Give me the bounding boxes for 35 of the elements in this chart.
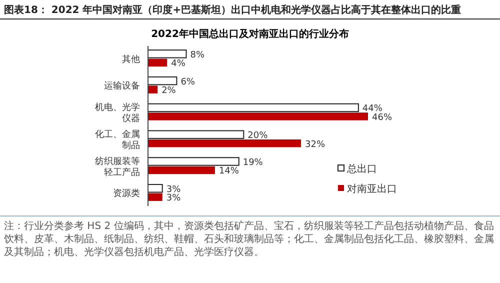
data-label: 44% [362,104,383,114]
bar [148,130,244,139]
legend-label: 总出口 [346,163,377,175]
bar [148,193,162,201]
bar [148,50,187,58]
bar [148,58,168,67]
y-tick-label: 纺织服装等轻工产品 [95,156,140,178]
data-label: 4% [171,59,186,70]
y-tick-label: 资源类 [113,188,140,200]
bar [148,76,178,86]
y-tick-label: 其他 [122,54,140,65]
data-label: 32% [305,140,326,150]
data-label: 3% [166,184,182,195]
data-label: 14% [218,166,240,177]
bar [148,184,163,193]
chart-subtitle: 2022年中国总出口及对南亚出口的行业分布 [151,28,349,40]
text: 注：行业分类参考 HS 2 位编码，其中，资源类包括矿产品、宝石，纺织服装等轻工产品包括动植物产品、食品饮料、皮革、木制品、纸制品、纺织、鞋帽、石头和玻璃制品等；化工、金属制品包括化工品、橡胶塑料、金属及其制品；机电、光学仪器包括机电产品、光学医疗仪器。 [3,220,494,258]
data-label: 8% [190,50,205,60]
bar [148,86,158,94]
data-label: 20% [248,131,268,142]
bar [148,157,240,166]
chart-title: 图表18： 2022 年中国对南亚（印度+巴基斯坦）出口中机电和光学仪器占比高于其在整体出口的比重 [4,4,462,16]
y-tick-label: 化工、金属制品 [95,128,140,151]
bar [148,112,368,120]
bar [148,139,302,148]
y-tick-label: 运输设备 [104,80,140,92]
bar [148,103,359,112]
data-label: 19% [242,158,264,168]
data-label: 2% [162,86,176,96]
data-label: 46% [372,112,392,123]
y-tick-label: 机电、光学仪器 [95,102,140,124]
data-label: 3% [166,194,182,204]
data-label: 6% [180,77,196,88]
bar [148,166,215,174]
legend-label: 对南亚出口 [347,183,397,195]
